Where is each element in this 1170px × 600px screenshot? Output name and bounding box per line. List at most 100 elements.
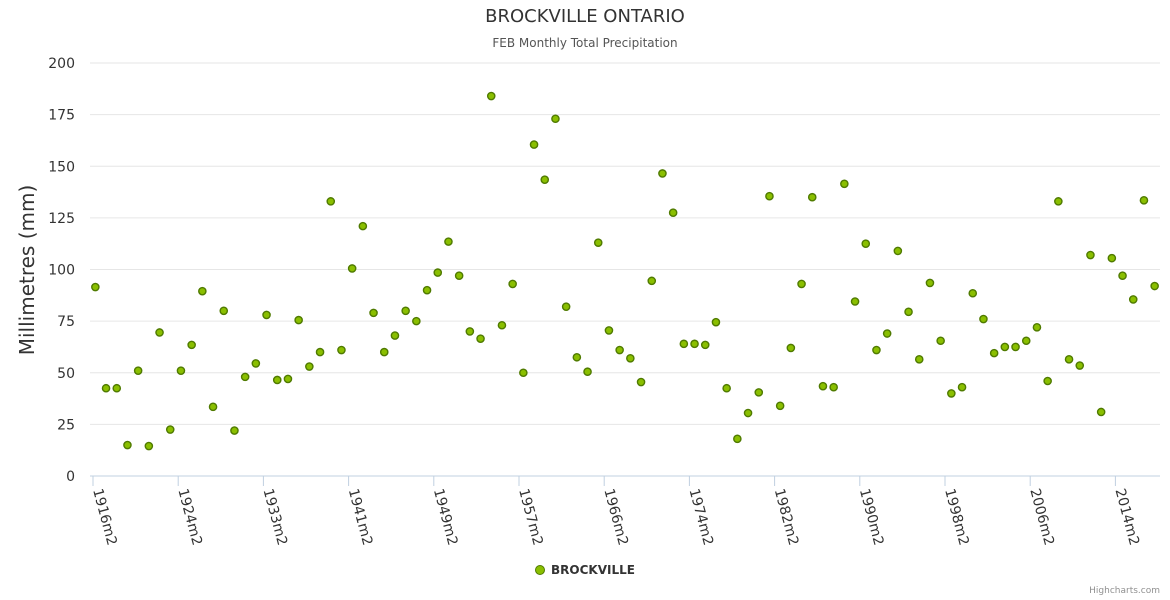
- data-point[interactable]: [176, 366, 186, 375]
- data-point[interactable]: [1128, 295, 1138, 304]
- data-point[interactable]: [1096, 407, 1106, 417]
- data-point[interactable]: [529, 140, 539, 149]
- data-point[interactable]: [626, 353, 635, 363]
- data-point[interactable]: [497, 320, 507, 330]
- data-point[interactable]: [208, 402, 218, 412]
- data-point[interactable]: [508, 279, 517, 289]
- data-point[interactable]: [904, 307, 913, 317]
- data-point[interactable]: [604, 326, 614, 335]
- data-point[interactable]: [722, 383, 731, 393]
- data-point[interactable]: [700, 340, 710, 350]
- data-point[interactable]: [315, 347, 325, 357]
- data-point[interactable]: [936, 336, 945, 346]
- data-point[interactable]: [1021, 336, 1031, 346]
- data-point[interactable]: [979, 314, 988, 324]
- data-point[interactable]: [807, 192, 817, 202]
- data-point[interactable]: [1107, 253, 1117, 263]
- data-point[interactable]: [872, 345, 881, 355]
- data-point[interactable]: [668, 208, 678, 218]
- data-point[interactable]: [1075, 361, 1085, 370]
- data-point[interactable]: [947, 389, 956, 398]
- data-point[interactable]: [230, 426, 239, 435]
- data-point[interactable]: [476, 334, 485, 343]
- data-point[interactable]: [433, 268, 443, 277]
- data-point[interactable]: [733, 434, 742, 444]
- data-point[interactable]: [925, 278, 935, 288]
- data-point[interactable]: [101, 383, 111, 393]
- data-point[interactable]: [647, 276, 657, 286]
- data-point[interactable]: [636, 377, 646, 387]
- data-point[interactable]: [968, 288, 978, 298]
- data-point[interactable]: [519, 368, 528, 378]
- data-point[interactable]: [1086, 250, 1095, 260]
- data-point[interactable]: [262, 310, 271, 320]
- data-point[interactable]: [412, 316, 421, 326]
- data-point[interactable]: [444, 237, 453, 246]
- data-point[interactable]: [1054, 197, 1063, 206]
- data-point[interactable]: [144, 441, 154, 451]
- data-point[interactable]: [454, 271, 464, 280]
- data-point[interactable]: [711, 317, 721, 327]
- legend-label[interactable]: BROCKVILLE: [551, 563, 635, 577]
- data-point[interactable]: [658, 169, 667, 178]
- data-point[interactable]: [797, 279, 806, 289]
- data-point[interactable]: [1032, 323, 1042, 332]
- data-point[interactable]: [1000, 342, 1010, 352]
- data-point[interactable]: [775, 401, 785, 411]
- data-point[interactable]: [786, 343, 796, 353]
- data-point[interactable]: [1118, 271, 1127, 280]
- data-point[interactable]: [914, 355, 924, 364]
- data-point[interactable]: [593, 238, 603, 247]
- data-point[interactable]: [91, 282, 100, 292]
- data-point[interactable]: [337, 345, 346, 355]
- data-point[interactable]: [198, 286, 207, 296]
- data-point[interactable]: [957, 382, 967, 392]
- data-point[interactable]: [583, 367, 592, 377]
- data-point[interactable]: [219, 306, 229, 316]
- data-point[interactable]: [294, 315, 303, 325]
- data-point[interactable]: [1043, 376, 1052, 386]
- data-point[interactable]: [272, 375, 282, 385]
- data-point[interactable]: [326, 197, 336, 206]
- data-point[interactable]: [840, 179, 849, 189]
- data-point[interactable]: [540, 175, 550, 184]
- data-point[interactable]: [123, 440, 132, 450]
- data-point[interactable]: [465, 327, 475, 336]
- credits-link[interactable]: Highcharts.com: [1089, 586, 1160, 596]
- data-point[interactable]: [615, 345, 624, 355]
- data-point[interactable]: [679, 339, 689, 349]
- data-point[interactable]: [165, 425, 175, 434]
- data-point[interactable]: [155, 328, 164, 337]
- data-point[interactable]: [133, 366, 143, 375]
- data-point[interactable]: [401, 306, 410, 316]
- data-point[interactable]: [347, 264, 357, 273]
- data-point[interactable]: [690, 339, 699, 349]
- data-point[interactable]: [551, 114, 560, 124]
- data-point[interactable]: [743, 408, 753, 418]
- data-point[interactable]: [422, 285, 432, 295]
- data-point[interactable]: [187, 340, 196, 350]
- data-point[interactable]: [989, 348, 999, 358]
- data-point[interactable]: [305, 362, 314, 371]
- data-point[interactable]: [486, 91, 496, 101]
- data-point[interactable]: [1011, 342, 1020, 352]
- data-point[interactable]: [251, 359, 261, 368]
- data-point[interactable]: [1064, 355, 1074, 364]
- data-point[interactable]: [283, 374, 293, 384]
- data-point[interactable]: [561, 302, 571, 311]
- data-point[interactable]: [893, 246, 903, 256]
- data-point[interactable]: [358, 221, 368, 231]
- data-point[interactable]: [861, 239, 871, 248]
- data-point[interactable]: [379, 347, 389, 357]
- data-point[interactable]: [572, 352, 582, 362]
- data-point[interactable]: [754, 388, 764, 397]
- data-point[interactable]: [369, 308, 378, 318]
- data-point[interactable]: [1150, 281, 1159, 291]
- data-point[interactable]: [240, 372, 250, 382]
- legend[interactable]: BROCKVILLE: [0, 563, 1170, 577]
- data-point[interactable]: [112, 383, 122, 393]
- data-point[interactable]: [818, 381, 828, 391]
- data-point[interactable]: [829, 382, 838, 392]
- data-point[interactable]: [390, 331, 400, 340]
- data-point[interactable]: [1139, 196, 1149, 205]
